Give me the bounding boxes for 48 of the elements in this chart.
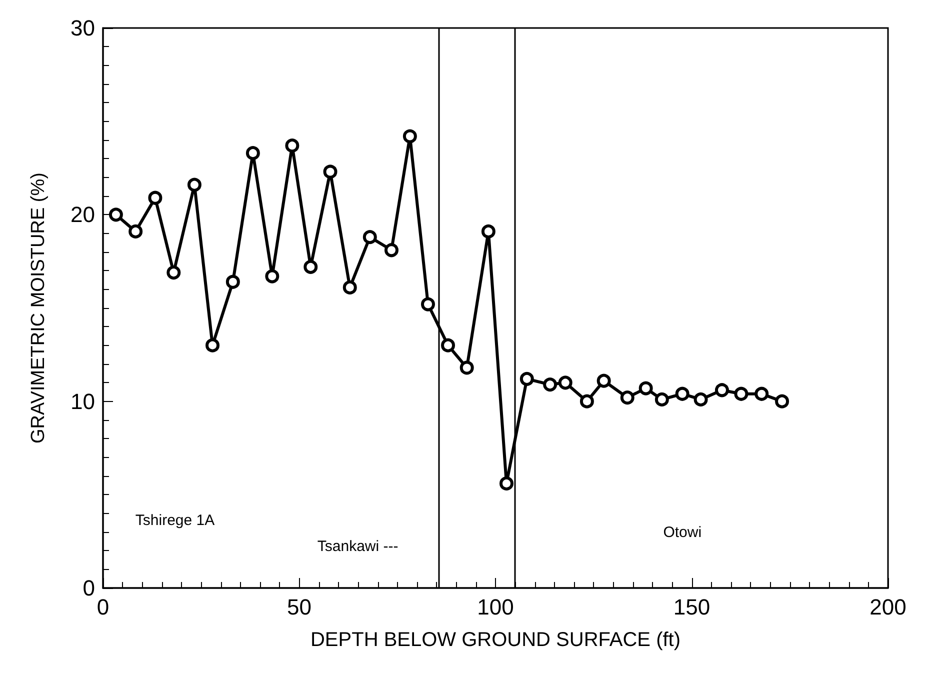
point	[654, 392, 669, 406]
annotation: Tsankawi ---	[317, 538, 398, 555]
x-tick-label: 200	[870, 594, 906, 620]
point	[543, 378, 558, 392]
point	[421, 297, 435, 312]
y-tick-label: 30	[70, 16, 95, 40]
y-tick-label: 0	[82, 576, 95, 600]
y-axis-title: GRAVIMETRIC MOISTURE (%)	[28, 172, 49, 444]
point	[754, 386, 769, 401]
x-tick-label: 50	[287, 594, 312, 620]
point	[734, 386, 748, 401]
point	[638, 381, 653, 396]
point	[265, 269, 280, 284]
point	[384, 243, 398, 258]
point	[187, 178, 202, 192]
point	[342, 280, 357, 294]
point	[246, 146, 260, 160]
point	[520, 372, 534, 386]
annotation: Otowi	[663, 524, 702, 541]
x-axis-title: DEPTH BELOW GROUND SURFACE (ft)	[310, 629, 681, 651]
point	[675, 386, 690, 401]
x-tick-label: 100	[477, 594, 514, 620]
point	[128, 224, 143, 238]
point	[148, 190, 162, 205]
point	[694, 392, 708, 406]
point	[441, 338, 456, 352]
point	[285, 138, 300, 153]
point	[362, 230, 377, 244]
x-tick-label: 150	[673, 594, 710, 620]
point	[166, 266, 181, 280]
point	[481, 224, 496, 238]
point	[108, 208, 123, 222]
point	[226, 274, 240, 289]
point	[596, 374, 611, 388]
point	[558, 376, 572, 390]
point	[620, 390, 634, 405]
point	[775, 394, 790, 408]
point	[714, 383, 729, 398]
y-tick-label: 10	[70, 388, 95, 414]
point	[323, 164, 338, 179]
point	[206, 338, 220, 352]
point	[304, 260, 318, 274]
point	[460, 360, 474, 375]
point	[500, 476, 514, 490]
point	[402, 129, 417, 144]
y-tick-label: 20	[70, 202, 95, 228]
point	[580, 394, 594, 408]
annotation: Tshirege 1A	[135, 512, 215, 529]
